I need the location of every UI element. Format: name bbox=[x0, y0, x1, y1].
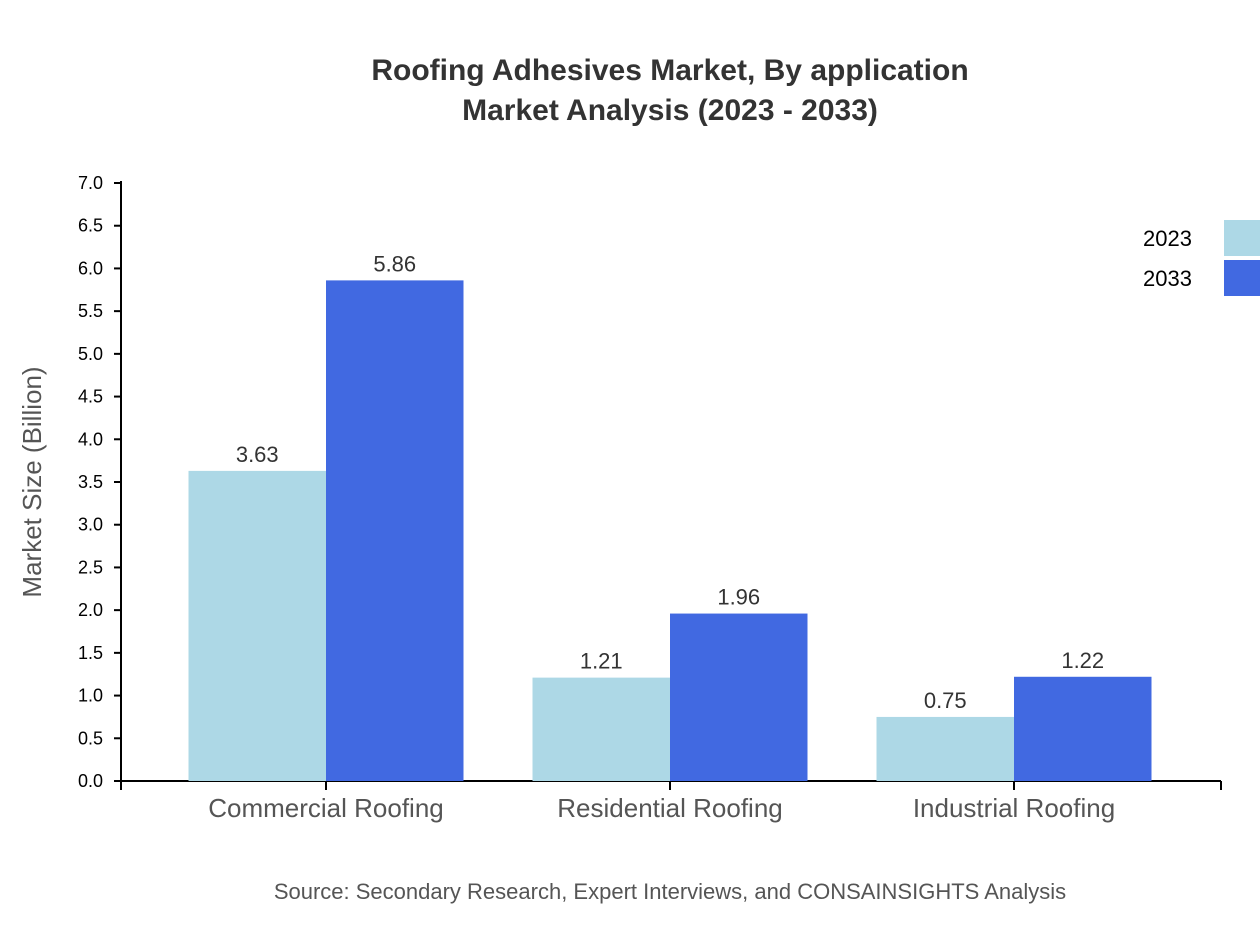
y-tick-label: 4.5 bbox=[78, 387, 103, 407]
legend-swatch-2033 bbox=[1224, 260, 1260, 296]
bar-2023-1 bbox=[532, 677, 670, 781]
legend-swatch-2023 bbox=[1224, 220, 1260, 256]
y-tick-label: 2.0 bbox=[78, 600, 103, 620]
y-axis-label: Market Size (Billion) bbox=[17, 366, 47, 597]
chart-subtitle: Market Analysis (2023 - 2033) bbox=[462, 94, 878, 127]
y-tick-label: 6.5 bbox=[78, 216, 103, 236]
bar-2023-0 bbox=[188, 470, 326, 781]
data-label: 1.22 bbox=[1061, 648, 1104, 673]
x-tick-label: Residential Roofing bbox=[557, 793, 782, 823]
legend-label: 2023 bbox=[1143, 226, 1192, 251]
legend-label: 2033 bbox=[1143, 266, 1192, 291]
data-label: 1.96 bbox=[717, 585, 760, 610]
y-tick-label: 0.5 bbox=[78, 728, 103, 748]
y-tick-label: 4.0 bbox=[78, 429, 103, 449]
legend: 2023 2033 bbox=[1143, 220, 1260, 296]
y-tick-label: 2.5 bbox=[78, 557, 103, 577]
y-tick-label: 1.5 bbox=[78, 643, 103, 663]
y-axis: 0.0 0.5 1.0 1.5 2.0 2.5 3.0 3.5 4.0 4.5 5.0 5.5 6.0 6… bbox=[78, 173, 122, 791]
bar-2033-0 bbox=[326, 280, 464, 781]
x-tick-label: Industrial Roofing bbox=[913, 793, 1115, 823]
data-label: 5.86 bbox=[373, 251, 416, 276]
y-tick-label: 3.5 bbox=[78, 472, 103, 492]
x-tick-label: Commercial Roofing bbox=[208, 793, 444, 823]
bar-2023-2 bbox=[876, 716, 1014, 781]
y-tick-label: 6.0 bbox=[78, 258, 103, 278]
data-label: 0.75 bbox=[924, 688, 967, 713]
chart-title: Roofing Adhesives Market, By application bbox=[371, 54, 968, 87]
y-tick-label: 0.0 bbox=[78, 771, 103, 791]
source-note: Source: Secondary Research, Expert Inter… bbox=[274, 879, 1066, 904]
bar-2033-1 bbox=[670, 613, 808, 781]
y-tick-label: 5.0 bbox=[78, 344, 103, 364]
y-tick-label: 3.0 bbox=[78, 515, 103, 535]
data-label: 1.21 bbox=[580, 649, 623, 674]
bars: 3.63 5.86 1.21 1.96 0.75 1.22 bbox=[188, 251, 1152, 781]
x-axis: Commercial Roofing Residential Roofing Ind… bbox=[120, 780, 1222, 823]
data-label: 3.63 bbox=[236, 442, 279, 467]
bar-2033-2 bbox=[1014, 676, 1152, 781]
y-tick-label: 5.5 bbox=[78, 301, 103, 321]
y-tick-label: 1.0 bbox=[78, 686, 103, 706]
y-tick-label: 7.0 bbox=[78, 173, 103, 193]
